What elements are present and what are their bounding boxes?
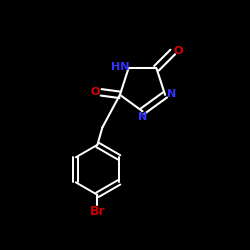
Text: N: N	[138, 112, 147, 122]
Text: N: N	[167, 88, 176, 99]
Text: O: O	[91, 87, 100, 97]
Text: Br: Br	[90, 204, 105, 218]
Text: HN: HN	[110, 62, 129, 72]
Text: O: O	[174, 46, 183, 56]
